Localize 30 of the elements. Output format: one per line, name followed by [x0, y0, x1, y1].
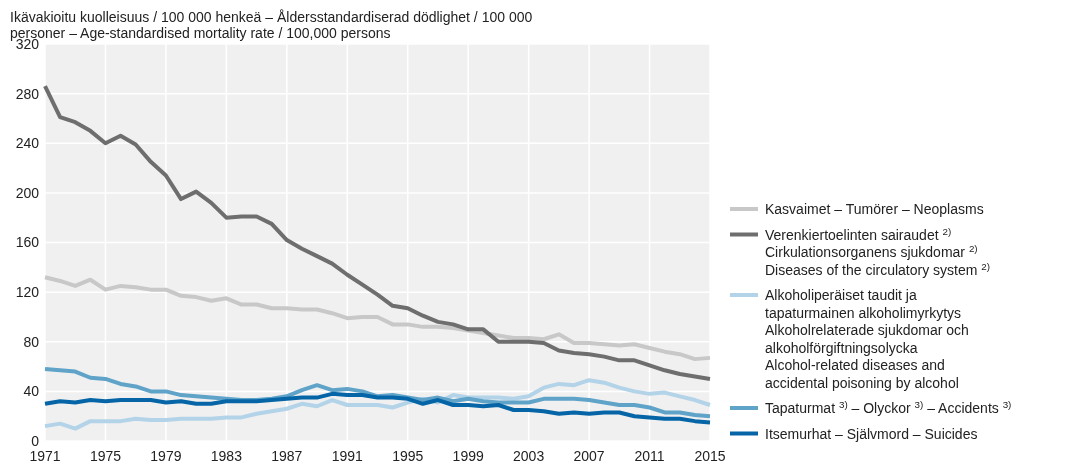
- y-tick-label: 280: [15, 85, 40, 102]
- x-tick-label: 1991: [331, 448, 364, 464]
- x-tick-label: 2011: [634, 448, 665, 464]
- legend-label: Kasvaimet – Tumörer – Neoplasms: [765, 201, 984, 217]
- line-series: [43, 391, 712, 425]
- y-tick-label: 240: [15, 135, 40, 152]
- legend-label: Verenkiertoelinten sairaudet $^{2)}$ Cirkulationsorganens sjukdomar $^{2)}$ Diseases of the circulatory system $^{2)}$: [765, 225, 991, 278]
- y-tick-label: 40: [23, 383, 40, 400]
- x-tick-label: 1975: [89, 448, 122, 464]
- line-series: [43, 275, 712, 362]
- y-tick-label: 200: [15, 184, 40, 201]
- x-tick-label: 1999: [452, 448, 484, 464]
- line-series: [43, 84, 712, 381]
- x-tick-label: 2003: [513, 448, 545, 464]
- x-tick-label: 1971: [29, 448, 61, 464]
- y-tick-label: 80: [23, 333, 40, 350]
- legend-label: Tapaturmat $^{3)}$ – Olyckor $^{3)}$ – Accidents $^{3)}$: [765, 398, 1012, 416]
- x-tick-label: 1979: [150, 448, 182, 464]
- legend-label: Itsemurhat – Självmord – Suicides: [765, 425, 978, 442]
- y-tick-label: 0: [31, 432, 40, 449]
- legend-label: Alkoholiperäiset taudit ja tapaturmainen alkoholimyrkytys Alkoholrelaterade sjukdomar och alkoholförgiftningsolycka Alcohol-related diseases and accidental poisoning by alcohol: [765, 287, 969, 391]
- y-tick-label: 120: [15, 284, 40, 301]
- x-tick-label: 1987: [271, 448, 303, 464]
- line-series: [43, 378, 712, 431]
- x-tick-label: 2007: [573, 448, 605, 464]
- x-tick-label: 1995: [392, 448, 424, 464]
- y-tick-label: 160: [15, 234, 40, 251]
- x-tick-label: 2015: [694, 448, 726, 464]
- chart-title: Ikävakioitu kuolleisuus / 100 000 henkeä – Åldersstandardiserad dödlighet / 100 000 personer – Age-standardised mortality rate / 100,000 persons: [10, 9, 533, 41]
- x-tick-label: 1983: [210, 448, 243, 464]
